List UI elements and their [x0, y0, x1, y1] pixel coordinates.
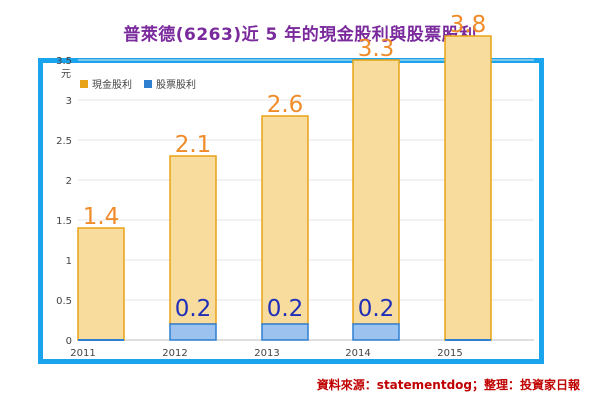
x-tick-label: 2011 — [70, 348, 95, 359]
bar-cash-2011 — [77, 227, 125, 341]
legend-swatch-cash — [80, 80, 88, 88]
y-tick-label: 2 — [66, 176, 72, 187]
x-tick-label: 2013 — [254, 348, 279, 359]
bar-cash-2015 — [444, 35, 492, 341]
page-title: 普萊德(6263)近 5 年的現金股利與股票股利 — [123, 25, 477, 45]
bar-stock-2012 — [169, 323, 217, 341]
y-tick-label: 1.5 — [56, 216, 72, 227]
data-label-stock: 0.2 — [267, 296, 304, 322]
legend-label-cash: 現金股利 — [92, 78, 132, 91]
data-label-stock: 0.2 — [175, 296, 212, 322]
y-tick-label: 2.5 — [56, 136, 72, 147]
bar-cash-2013 — [261, 115, 309, 325]
x-tick-label: 2014 — [345, 348, 370, 359]
y-tick-label: 3.5 — [56, 56, 72, 67]
bar-stock-2014 — [352, 323, 400, 341]
x-tick-label: 2012 — [162, 348, 187, 359]
x-tick-label: 2015 — [437, 348, 462, 359]
y-tick-label: 0.5 — [56, 296, 72, 307]
data-label-stock: 0.2 — [358, 296, 395, 322]
data-label-cash: 1.4 — [83, 204, 120, 230]
y-tick-label: 0 — [66, 336, 72, 347]
legend-swatch-stock — [144, 80, 152, 88]
bar-cash-2012 — [169, 155, 217, 325]
y-axis-unit: 元 — [61, 69, 71, 80]
data-label-cash: 2.1 — [175, 132, 212, 158]
data-label-cash: 3.3 — [358, 36, 395, 62]
y-tick-label: 1 — [66, 256, 72, 267]
source-note: 資料來源：statementdog；整理：投資家日報 — [316, 378, 580, 392]
data-label-cash: 3.8 — [450, 12, 487, 38]
y-tick-label: 3 — [66, 96, 72, 107]
legend-label-stock: 股票股利 — [156, 79, 196, 91]
data-label-cash: 2.6 — [267, 92, 304, 118]
bar-stock-2013 — [261, 323, 309, 341]
bar-cash-2014 — [352, 59, 400, 325]
